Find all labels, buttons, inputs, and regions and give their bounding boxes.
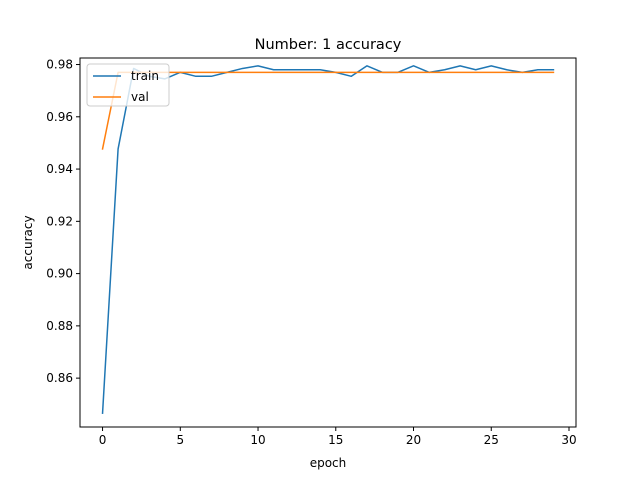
series-line-train <box>101 65 555 414</box>
x-tick-label: 25 <box>484 433 499 447</box>
x-tick-label: 10 <box>250 433 265 447</box>
y-tick-label: 0.86 <box>46 371 73 385</box>
y-axis-label: accuracy <box>21 215 35 269</box>
y-tick-label: 0.98 <box>46 58 73 72</box>
plot-frame <box>79 57 577 428</box>
series-layer <box>101 65 555 414</box>
x-tick-label: 5 <box>176 433 184 447</box>
y-tick-label: 0.92 <box>46 214 73 228</box>
legend-label-train: train <box>131 69 159 83</box>
legend: train val <box>86 63 170 107</box>
series-line-val <box>101 71 555 150</box>
chart-title: Number: 1 accuracy <box>255 37 402 53</box>
x-tick-label: 0 <box>99 433 107 447</box>
y-tick-label: 0.94 <box>46 162 73 176</box>
y-axis: 0.86 0.88 0.90 0.92 0.94 0.96 0.98 <box>46 58 80 385</box>
x-axis: 0 5 10 15 20 25 30 <box>99 427 577 447</box>
legend-box <box>86 63 170 107</box>
x-tick-label: 30 <box>561 433 576 447</box>
y-tick-label: 0.88 <box>46 319 73 333</box>
legend-label-val: val <box>131 90 149 104</box>
y-tick-label: 0.90 <box>46 267 73 281</box>
x-tick-label: 20 <box>406 433 421 447</box>
y-tick-label: 0.96 <box>46 110 73 124</box>
x-tick-label: 15 <box>328 433 343 447</box>
x-axis-label: epoch <box>310 456 347 470</box>
